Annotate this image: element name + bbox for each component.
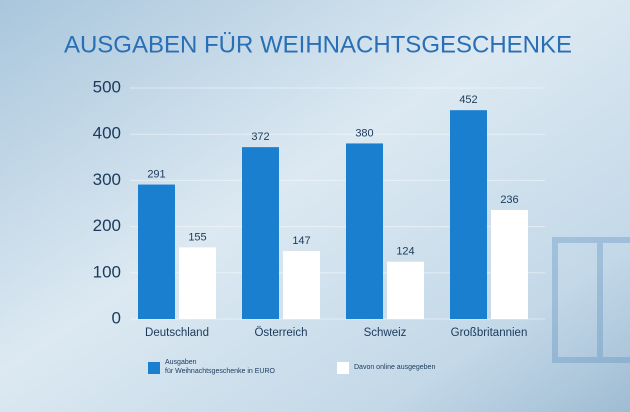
value-label: 372 <box>251 131 269 143</box>
bar <box>283 251 320 319</box>
value-label: 452 <box>459 94 477 106</box>
value-label: 124 <box>396 246 414 258</box>
x-tick-label: Österreich <box>254 327 307 339</box>
bar <box>179 247 216 319</box>
y-tick-label: 100 <box>93 262 121 281</box>
value-label: 291 <box>147 168 165 180</box>
y-tick-label: 0 <box>112 308 121 327</box>
value-label: 236 <box>500 194 518 206</box>
legend-swatch <box>337 362 349 374</box>
legend-label: Davon online ausgegeben <box>354 364 436 371</box>
legend-label: Ausgaben für Weihnachtsgeschenke in EURO <box>165 359 275 375</box>
x-tick-label: Deutschland <box>145 327 209 339</box>
x-tick-label: Großbritannien <box>451 327 528 339</box>
legend-entry: Ausgaben für Weihnachtsgeschenke in EURO <box>165 359 275 375</box>
bar <box>138 184 175 319</box>
value-label: 155 <box>188 231 206 243</box>
y-tick-label: 400 <box>93 124 121 143</box>
legend-swatch <box>148 362 160 374</box>
gift-decoration <box>552 237 630 363</box>
bar <box>491 209 528 319</box>
bar <box>387 261 424 319</box>
chart-title: AUSGABEN FÜR WEIHNACHTSGESCHENKE <box>64 31 572 58</box>
value-label: 380 <box>355 127 373 139</box>
y-tick-label: 300 <box>93 170 121 189</box>
value-label: 147 <box>292 235 310 247</box>
x-tick-label: Schweiz <box>364 327 407 339</box>
legend-entry: Davon online ausgegeben <box>354 364 436 371</box>
bar <box>346 143 383 319</box>
bar <box>450 110 487 320</box>
y-tick-label: 200 <box>93 216 121 235</box>
y-tick-label: 500 <box>93 77 121 96</box>
bar <box>242 147 279 319</box>
